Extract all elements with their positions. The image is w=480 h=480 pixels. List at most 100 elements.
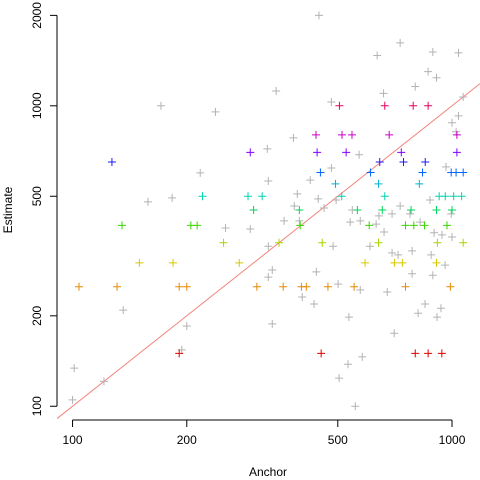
point (385, 130, 394, 139)
point (432, 73, 441, 82)
point (338, 130, 347, 139)
point (452, 127, 461, 136)
point (198, 192, 207, 201)
point (175, 349, 184, 358)
point (399, 158, 408, 167)
point (430, 228, 439, 237)
point (275, 238, 284, 247)
point (432, 206, 441, 214)
point (401, 221, 410, 230)
point (433, 313, 442, 322)
point (380, 228, 389, 237)
point (441, 261, 450, 270)
identity-line (57, 83, 480, 419)
point (335, 101, 344, 110)
point (143, 197, 152, 206)
point (264, 242, 273, 251)
point (320, 203, 329, 212)
point (263, 144, 272, 153)
y-tick-label: 2000 (30, 2, 44, 29)
point (378, 206, 387, 214)
point (449, 192, 458, 201)
point (448, 206, 457, 214)
point (408, 269, 417, 278)
point (327, 97, 336, 106)
point (415, 179, 424, 188)
point (107, 158, 116, 167)
point (268, 319, 277, 328)
point (390, 258, 399, 267)
point (388, 209, 397, 218)
point (396, 38, 405, 47)
point (279, 282, 288, 291)
y-tick-label: 1000 (30, 92, 44, 119)
point (424, 349, 433, 358)
point (310, 299, 319, 308)
point (272, 87, 281, 96)
point (289, 133, 298, 142)
point (421, 299, 430, 308)
point (459, 92, 468, 101)
point (454, 48, 463, 57)
point (244, 192, 253, 201)
point (406, 209, 415, 218)
point (356, 216, 365, 225)
point (356, 285, 365, 294)
point (416, 218, 425, 227)
y-tick-label: 200 (30, 305, 44, 325)
point (316, 168, 325, 177)
point (452, 148, 461, 157)
point (446, 282, 455, 291)
point (211, 107, 220, 116)
point (118, 221, 127, 230)
point (99, 377, 108, 386)
point (407, 206, 416, 214)
point (441, 192, 450, 201)
point (394, 250, 403, 259)
point (448, 232, 457, 241)
point (75, 282, 84, 291)
point (344, 313, 353, 322)
point (175, 282, 184, 291)
point (428, 271, 437, 280)
point (452, 130, 461, 139)
point (290, 202, 299, 211)
point (459, 168, 468, 177)
point (353, 206, 362, 214)
point (424, 67, 433, 76)
point (366, 242, 375, 251)
point (113, 282, 122, 291)
point (295, 216, 304, 225)
point (264, 177, 273, 185)
point (346, 218, 355, 227)
y-tick-label: 500 (30, 186, 44, 206)
point (135, 258, 144, 267)
point (335, 374, 344, 383)
point (374, 179, 383, 188)
point (332, 195, 341, 204)
point (361, 258, 370, 267)
point (323, 282, 332, 291)
point (280, 216, 289, 225)
point (119, 306, 128, 315)
point (344, 360, 353, 369)
point (388, 248, 397, 257)
point (298, 293, 307, 302)
point (401, 282, 410, 291)
point (426, 195, 435, 204)
x-tick-label: 500 (328, 433, 348, 447)
point (408, 246, 417, 255)
point (390, 329, 399, 338)
y-tick-label: 100 (30, 396, 44, 416)
x-tick-label: 100 (63, 433, 83, 447)
point (374, 238, 383, 247)
point (182, 321, 191, 330)
point (293, 189, 302, 198)
point (168, 193, 177, 202)
point (249, 206, 258, 214)
point (314, 194, 323, 203)
plot-area (57, 11, 480, 419)
y-axis-label: Estimate (1, 186, 15, 233)
point (331, 179, 340, 188)
point (414, 309, 423, 318)
